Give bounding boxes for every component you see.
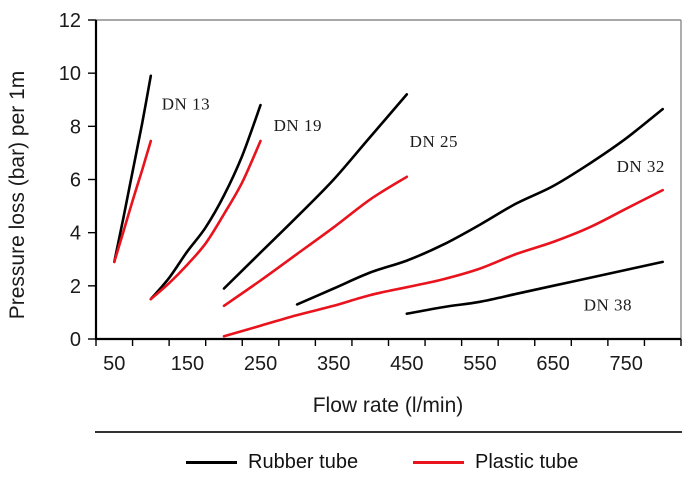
annotation-dn-25: DN 25: [410, 132, 458, 151]
y-tick-label: 6: [70, 170, 81, 192]
curve-plastic-tube-dn-19: [149, 139, 262, 301]
curve-plastic-tube-dn-13: [113, 139, 153, 264]
y-tick-label: 12: [59, 10, 81, 32]
y-tick-label: 4: [70, 223, 81, 245]
legend-divider: [95, 431, 682, 433]
legend-item-plastic-tube: Plastic tube: [413, 448, 578, 476]
annotation-dn-38: DN 38: [584, 295, 632, 314]
curve-plastic-tube-dn-32: [222, 188, 664, 338]
legend: Rubber tube Plastic tube: [0, 448, 700, 480]
x-tick-label: 550: [463, 353, 496, 375]
curve-rubber-tube-dn-25: [222, 93, 409, 290]
y-tick-label: 8: [70, 116, 81, 138]
plastic-tube-line-swatch: [413, 460, 464, 464]
y-axis-title: Pressure loss (bar) per 1m: [6, 71, 29, 320]
y-tick-label: 2: [70, 276, 81, 298]
x-tick-label: 150: [171, 353, 204, 375]
legend-label-rubber-tube: Rubber tube: [248, 450, 359, 473]
annotation-dn-32: DN 32: [617, 157, 665, 176]
curve-rubber-tube-dn-38: [405, 260, 664, 315]
x-tick-label: 450: [390, 353, 423, 375]
curve-rubber-tube-dn-32: [295, 107, 664, 306]
rubber-tube-line-swatch: [186, 460, 237, 464]
legend-item-rubber-tube: Rubber tube: [186, 448, 358, 476]
annotation-dn-13: DN 13: [162, 95, 210, 114]
x-tick-label: 350: [317, 353, 350, 375]
x-tick-label: 50: [103, 353, 125, 375]
x-tick-label: 250: [244, 353, 277, 375]
y-tick-label: 0: [70, 329, 81, 351]
annotation-dn-19: DN 19: [274, 116, 322, 135]
plot-area: 50 150 250 350 450 550 650 750 0 2 4 6 8 10 12 DN 13 DN …: [6, 10, 682, 417]
x-tick-label: 650: [536, 353, 569, 375]
curve-rubber-tube-dn-13: [113, 74, 153, 264]
curve-rubber-tube-dn-19: [149, 103, 262, 301]
y-tick-label: 10: [59, 63, 81, 85]
x-tick-label: 750: [609, 353, 642, 375]
x-axis-title: Flow rate (l/min): [313, 394, 464, 417]
legend-label-plastic-tube: Plastic tube: [475, 450, 579, 473]
curve-plastic-tube-dn-25: [222, 175, 409, 308]
